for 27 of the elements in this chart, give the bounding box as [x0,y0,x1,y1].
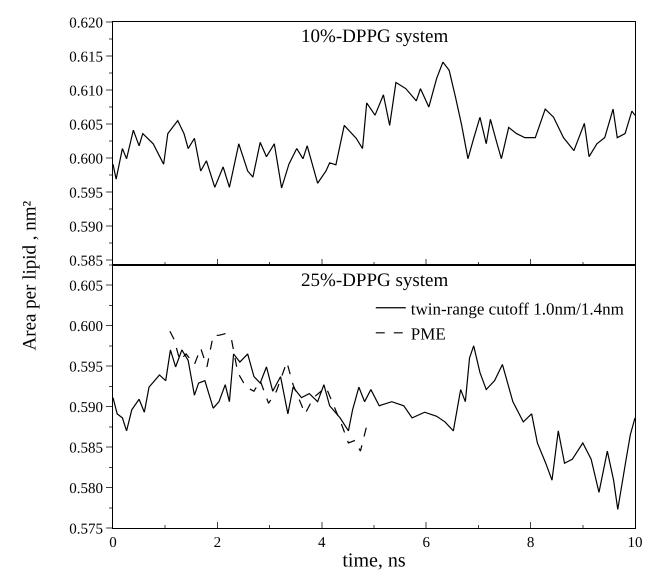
y-tick-label: 0.620 [69,15,103,32]
x-tick-label: 0 [109,535,117,551]
y-tick-label: 0.600 [69,151,103,168]
y-axis-title: Area per lipid , nm² [19,200,40,350]
y-tick-label: 0.580 [69,480,103,497]
x-axis-title: time, ns [342,550,406,572]
y-tick-label: 0.595 [69,359,103,376]
chart-title: 10%-DPPG system [301,26,448,47]
y-tick-label: 0.585 [69,253,103,270]
y-tick-label: 0.615 [69,49,103,66]
x-tick-label: 8 [526,535,534,551]
y-tick-label: 0.590 [69,400,103,416]
x-tick-label: 2 [214,535,222,551]
y-tick-label: 0.605 [69,117,103,134]
y-tick-label: 0.600 [69,318,103,335]
y-tick-label: 0.590 [69,219,103,236]
y-tick-label: 0.575 [69,521,103,538]
legend-label: twin-range cutoff 1.0nm/1.4nm [410,299,624,318]
x-tick-label: 10 [628,535,642,551]
x-tick-label: 4 [318,535,326,551]
y-tick-label: 0.585 [69,440,103,456]
y-tick-label: 0.605 [69,278,103,294]
y-tick-label: 0.610 [69,83,103,100]
y-tick-label: 0.595 [69,185,103,202]
chart-title: 25%-DPPG system [301,270,448,291]
legend-label: PME [410,324,446,344]
x-tick-label: 6 [422,535,430,551]
